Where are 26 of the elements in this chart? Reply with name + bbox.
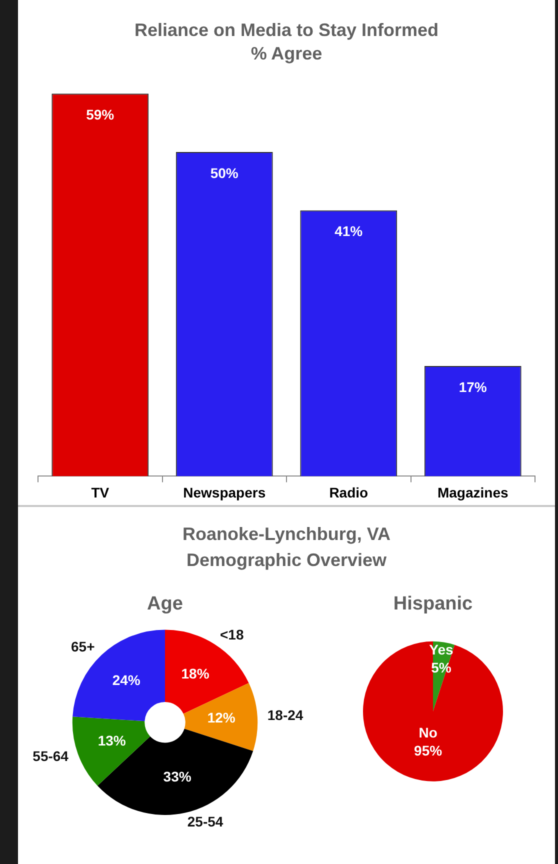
data-label: 13% <box>98 732 126 748</box>
data-label: 24% <box>112 672 141 688</box>
slice-label: 55-64 <box>32 748 68 764</box>
slice-label: 25-54 <box>187 813 224 830</box>
chart-title: Reliance on Media to Stay Informed <box>134 20 439 40</box>
data-label: 41% <box>334 223 364 240</box>
text: Demographic Overview <box>185 549 388 572</box>
x-tick-label: Newspapers <box>183 484 266 500</box>
x-tick-label: Magazines <box>437 484 508 500</box>
slice-label: 65+ <box>70 638 95 654</box>
chart-subtitle: % Agree <box>250 43 322 64</box>
data-label: 33% <box>163 768 192 784</box>
data-label: 59% <box>86 106 115 123</box>
x-tick-label: Radio <box>329 484 368 500</box>
chart-title: Age <box>146 594 183 615</box>
data-label: 95% <box>414 742 443 758</box>
slice-label: No <box>418 724 438 740</box>
slice-label: 18-24 <box>267 706 304 723</box>
data-label: 12% <box>207 710 236 726</box>
data-label: 50% <box>210 164 239 181</box>
data-label: 18% <box>181 666 210 682</box>
text: Roanoke-Lynchburg, VA <box>181 523 392 546</box>
chart-title: Hispanic <box>394 594 474 615</box>
data-label: 17% <box>458 378 488 395</box>
x-tick-label: TV <box>91 484 110 500</box>
slice-label: <18 <box>220 626 244 643</box>
